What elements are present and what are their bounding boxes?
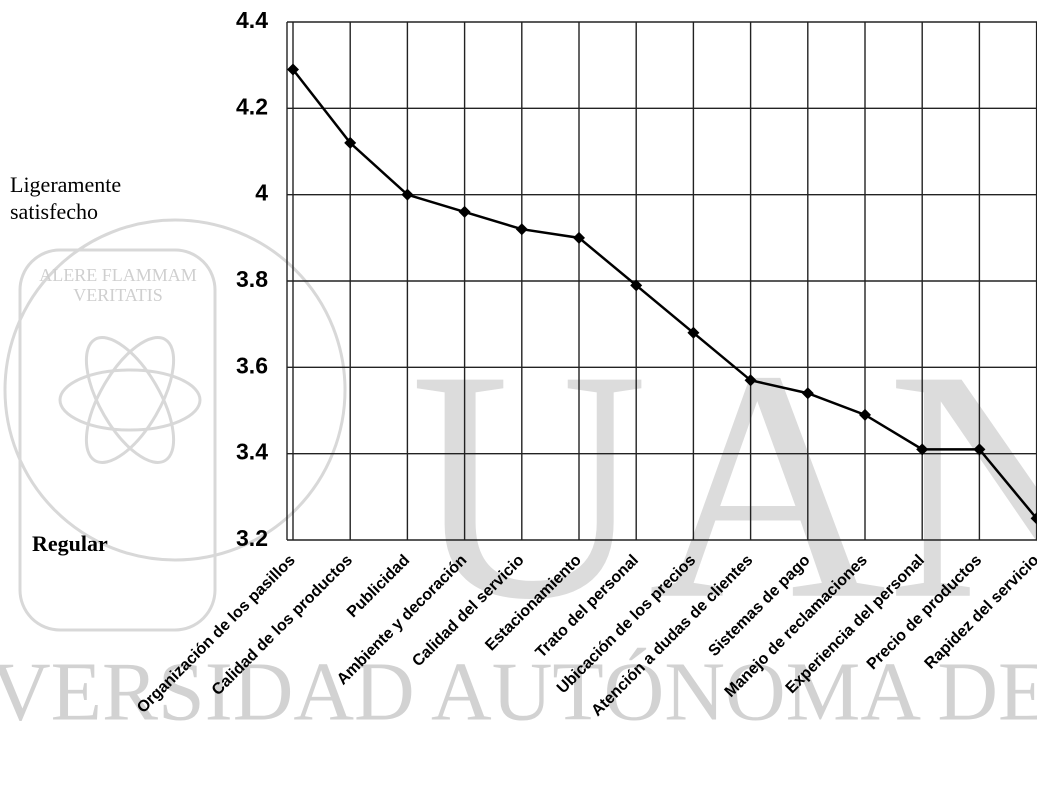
marker bbox=[515, 223, 528, 236]
marker bbox=[859, 408, 871, 421]
y-tick-label: 4.4 bbox=[236, 7, 268, 33]
annotation: Ligeramente bbox=[10, 172, 121, 197]
watermark-emblem bbox=[3, 218, 347, 632]
annotation: Regular bbox=[32, 531, 108, 556]
y-tick-label: 4.2 bbox=[236, 93, 268, 119]
watermark-text: VERITATIS bbox=[73, 285, 163, 305]
marker bbox=[916, 443, 929, 456]
marker bbox=[344, 136, 357, 149]
marker bbox=[401, 188, 414, 201]
watermark-text: ALERE FLAMMAM bbox=[39, 265, 197, 285]
marker bbox=[1030, 512, 1037, 525]
y-tick-label: 4 bbox=[255, 180, 268, 206]
y-tick-label: 3.2 bbox=[236, 525, 268, 551]
y-tick-label: 3.6 bbox=[236, 352, 268, 378]
marker bbox=[801, 387, 814, 400]
watermark-text: VERSIDAD AUTÓNOMA DE NUEVO LE bbox=[0, 645, 1037, 738]
marker bbox=[573, 231, 585, 244]
y-tick-label: 3.8 bbox=[236, 266, 268, 292]
marker bbox=[287, 63, 299, 76]
marker bbox=[687, 326, 700, 339]
marker bbox=[973, 443, 986, 456]
marker bbox=[744, 374, 757, 387]
y-tick-label: 3.4 bbox=[236, 439, 268, 465]
line bbox=[292, 68, 1037, 520]
watermark-text: UAN bbox=[410, 303, 1037, 668]
marker bbox=[630, 279, 643, 292]
annotation: satisfecho bbox=[10, 199, 98, 224]
marker bbox=[458, 205, 471, 218]
